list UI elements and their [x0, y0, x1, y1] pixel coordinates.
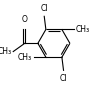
Text: CH₃: CH₃	[76, 25, 90, 34]
Text: CH₃: CH₃	[0, 47, 12, 56]
Text: Cl: Cl	[41, 4, 48, 13]
Text: O: O	[22, 15, 28, 24]
Text: CH₃: CH₃	[18, 53, 32, 62]
Text: Cl: Cl	[60, 74, 67, 83]
